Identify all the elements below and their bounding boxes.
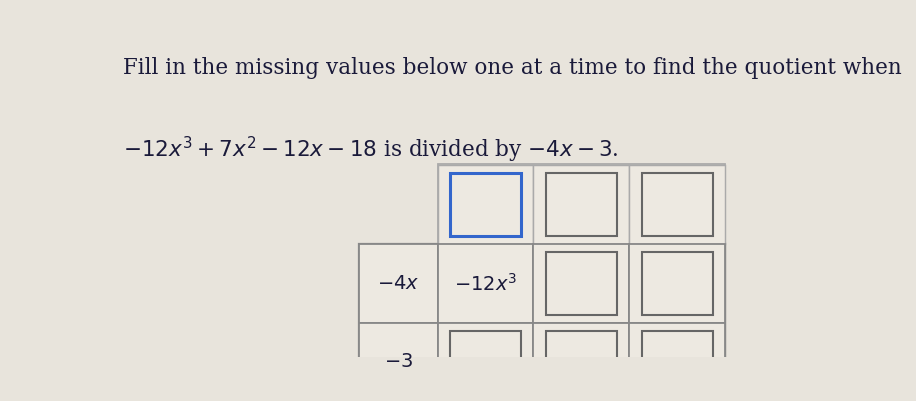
Bar bbox=[438, 166, 533, 244]
Bar bbox=[629, 166, 725, 244]
Bar bbox=[533, 166, 629, 244]
Text: $-3$: $-3$ bbox=[384, 353, 413, 371]
Text: $-12x^3$: $-12x^3$ bbox=[453, 273, 517, 294]
Bar bbox=[359, 323, 438, 401]
Bar bbox=[450, 173, 521, 236]
Bar bbox=[359, 244, 725, 401]
Bar bbox=[438, 323, 533, 401]
Bar bbox=[641, 331, 713, 394]
Bar bbox=[641, 173, 713, 236]
Bar bbox=[450, 331, 521, 394]
Bar bbox=[629, 244, 725, 323]
Text: $-12x^3 + 7x^2 - 12x - 18$ is divided by $-4x - 3$.: $-12x^3 + 7x^2 - 12x - 18$ is divided by… bbox=[123, 135, 618, 165]
Bar bbox=[359, 244, 438, 323]
Bar bbox=[533, 244, 629, 323]
Bar bbox=[546, 331, 616, 394]
Bar bbox=[641, 252, 713, 315]
Bar bbox=[629, 323, 725, 401]
Bar bbox=[438, 244, 725, 401]
Bar bbox=[546, 252, 616, 315]
Bar bbox=[438, 244, 533, 323]
Text: Fill in the missing values below one at a time to find the quotient when: Fill in the missing values below one at … bbox=[123, 57, 901, 79]
Text: $-4x$: $-4x$ bbox=[377, 275, 420, 293]
Bar bbox=[546, 173, 616, 236]
Bar bbox=[438, 164, 725, 244]
Bar bbox=[533, 323, 629, 401]
